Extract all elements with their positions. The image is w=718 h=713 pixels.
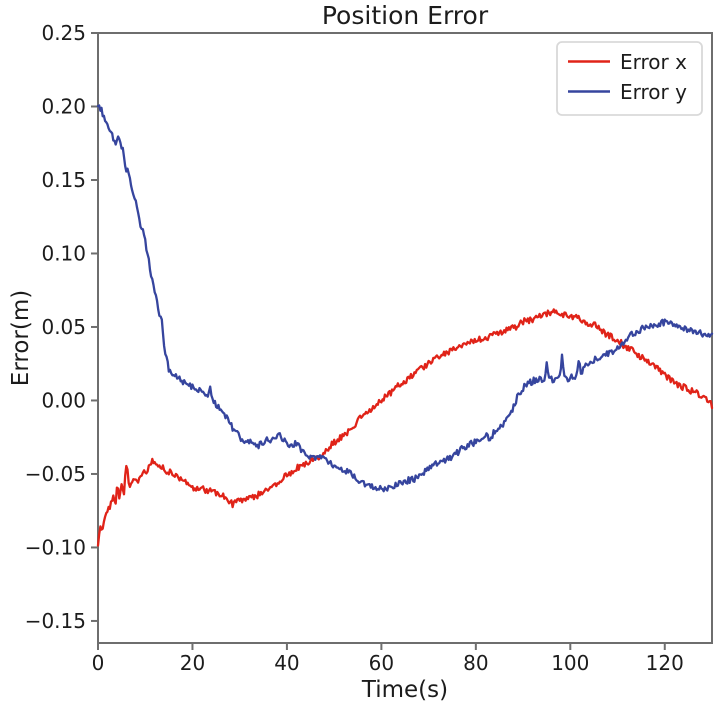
x-tick-label: 80	[463, 651, 488, 675]
legend-box	[556, 41, 703, 116]
y-axis-ticks: 0.25 0.20 0.15 0.10 0.05 0.00 −0.05 −0.10 −0.15	[25, 21, 98, 633]
y-tick-label: 0.00	[41, 388, 86, 412]
y-tick-label: 0.20	[41, 94, 86, 118]
y-tick-label: 0.25	[41, 21, 86, 45]
y-tick-label: −0.15	[25, 609, 86, 633]
x-tick-label: 40	[274, 651, 299, 675]
x-tick-label: 120	[646, 651, 684, 675]
series-line-error-x	[96, 308, 714, 547]
legend-label-error-x: Error x	[620, 50, 687, 74]
x-tick-label: 0	[92, 651, 105, 675]
series-lines	[96, 104, 714, 547]
x-tick-label: 100	[551, 651, 589, 675]
x-tick-label: 20	[180, 651, 205, 675]
y-tick-label: 0.15	[41, 168, 86, 192]
legend: Error x Error y	[556, 41, 703, 116]
y-tick-label: 0.05	[41, 315, 86, 339]
x-tick-label: 60	[369, 651, 394, 675]
x-axis-label: Time(s)	[361, 677, 448, 703]
series-line-error-y	[96, 104, 714, 493]
y-axis-label: Error(m)	[8, 290, 34, 386]
plot-border	[97, 32, 713, 644]
y-tick-label: −0.05	[25, 462, 86, 486]
y-tick-label: 0.10	[41, 241, 86, 265]
chart-title: Position Error	[322, 1, 489, 30]
legend-label-error-y: Error y	[620, 80, 687, 104]
x-axis-ticks: 0 20 40 60 80 100 120	[92, 643, 684, 675]
y-tick-label: −0.10	[25, 535, 86, 559]
